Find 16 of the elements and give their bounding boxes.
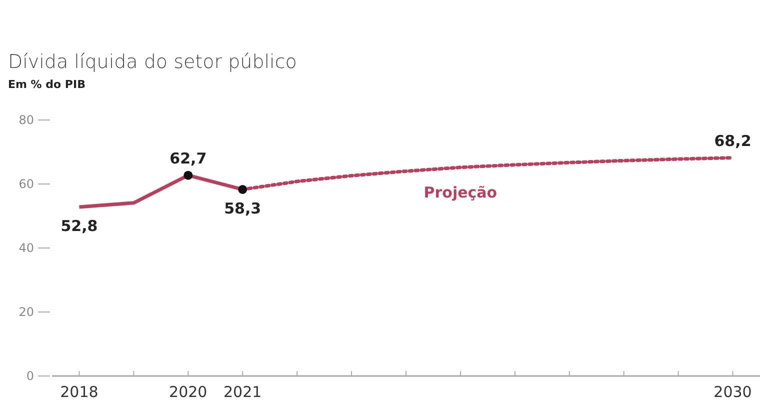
chart-title: Dívida líquida do setor público: [8, 51, 297, 73]
series-label: Projeção: [424, 183, 498, 202]
y-tick-label: 80: [18, 113, 34, 127]
x-tick-label: 2030: [714, 383, 752, 401]
data-label: 68,2: [714, 132, 752, 150]
data-label: 58,3: [224, 199, 262, 218]
y-tick-label: 20: [18, 305, 34, 319]
y-tick-label: 60: [18, 177, 34, 191]
x-tick-label: 2021: [224, 383, 262, 401]
y-tick-label: 40: [18, 241, 34, 255]
chart-subtitle: Em % do PIB: [8, 78, 86, 91]
data-label: 52,8: [60, 217, 98, 236]
data-label: 62,7: [170, 149, 207, 168]
x-tick-label: 2020: [169, 383, 208, 401]
x-tick-label: 2018: [60, 383, 98, 401]
y-tick-label: 0: [26, 369, 34, 383]
